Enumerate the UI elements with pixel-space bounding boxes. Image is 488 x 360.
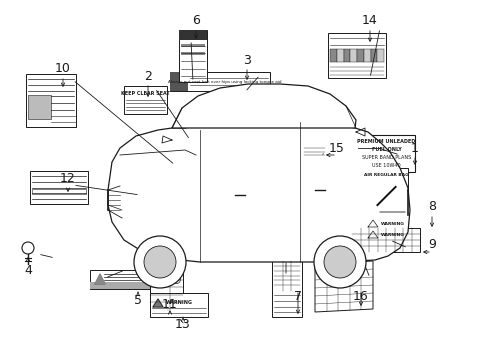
Text: 3: 3 bbox=[243, 54, 250, 67]
Bar bbox=[170, 72, 269, 91]
Text: WARNING: WARNING bbox=[165, 300, 193, 305]
Bar bbox=[150, 293, 207, 317]
Bar bbox=[376, 49, 383, 62]
Bar bbox=[26, 74, 76, 127]
Text: 12: 12 bbox=[60, 171, 76, 184]
Bar bbox=[28, 95, 50, 119]
Text: FUEL ONLY: FUEL ONLY bbox=[371, 147, 401, 152]
Bar bbox=[336, 49, 343, 62]
Bar bbox=[364, 168, 407, 241]
Text: 2: 2 bbox=[144, 69, 152, 82]
Text: USE 10W40: USE 10W40 bbox=[371, 163, 400, 168]
Circle shape bbox=[313, 236, 365, 288]
Bar bbox=[32, 189, 86, 194]
Polygon shape bbox=[95, 274, 105, 284]
Text: 16: 16 bbox=[352, 289, 368, 302]
Bar bbox=[363, 49, 370, 62]
Polygon shape bbox=[153, 299, 163, 307]
Text: 8: 8 bbox=[427, 201, 435, 213]
Bar bbox=[150, 272, 183, 310]
Text: 4: 4 bbox=[24, 265, 32, 278]
Bar bbox=[90, 270, 160, 289]
Text: 15: 15 bbox=[328, 141, 344, 154]
Polygon shape bbox=[314, 261, 372, 312]
Bar bbox=[30, 171, 88, 204]
Bar bbox=[271, 259, 302, 317]
Text: WARNING: WARNING bbox=[380, 222, 404, 226]
Bar bbox=[124, 86, 167, 114]
Circle shape bbox=[143, 246, 176, 278]
Polygon shape bbox=[172, 84, 355, 128]
Bar bbox=[90, 282, 160, 289]
Text: 5: 5 bbox=[134, 293, 142, 306]
Text: 13: 13 bbox=[175, 319, 190, 332]
Circle shape bbox=[373, 183, 399, 209]
Bar bbox=[179, 30, 206, 40]
Text: AIR REGULAR BAG: AIR REGULAR BAG bbox=[364, 173, 408, 177]
Text: SUPER BAND PLANS: SUPER BAND PLANS bbox=[361, 155, 410, 160]
Bar bbox=[181, 44, 204, 47]
Circle shape bbox=[22, 242, 34, 254]
Bar bbox=[170, 72, 187, 91]
Text: 11: 11 bbox=[162, 298, 178, 311]
Bar bbox=[351, 228, 419, 252]
Text: 9: 9 bbox=[427, 238, 435, 252]
Text: 7: 7 bbox=[293, 289, 302, 302]
Polygon shape bbox=[367, 220, 377, 227]
Text: Always put seat belt over hips using locking tongue aid: Always put seat belt over hips using loc… bbox=[168, 80, 281, 84]
Text: KEEP CLEAR SEAT: KEEP CLEAR SEAT bbox=[121, 91, 169, 96]
Bar bbox=[343, 49, 349, 62]
Bar bbox=[370, 49, 376, 62]
Text: PREMIUM UNLEADED: PREMIUM UNLEADED bbox=[357, 139, 415, 144]
Bar bbox=[181, 52, 204, 55]
Bar bbox=[303, 145, 325, 158]
Circle shape bbox=[134, 236, 185, 288]
Text: 6: 6 bbox=[192, 13, 200, 27]
Text: 1: 1 bbox=[410, 141, 418, 154]
Bar bbox=[327, 33, 385, 78]
Bar bbox=[329, 49, 336, 62]
Text: 10: 10 bbox=[55, 62, 71, 75]
Polygon shape bbox=[367, 231, 377, 238]
Circle shape bbox=[324, 246, 355, 278]
Bar bbox=[32, 189, 86, 194]
Text: 14: 14 bbox=[362, 13, 377, 27]
Polygon shape bbox=[108, 118, 409, 262]
Bar bbox=[179, 30, 206, 82]
Bar bbox=[349, 49, 356, 62]
Bar bbox=[356, 49, 363, 62]
Circle shape bbox=[172, 276, 180, 284]
Bar bbox=[357, 135, 414, 172]
Text: WARNING: WARNING bbox=[380, 233, 404, 237]
